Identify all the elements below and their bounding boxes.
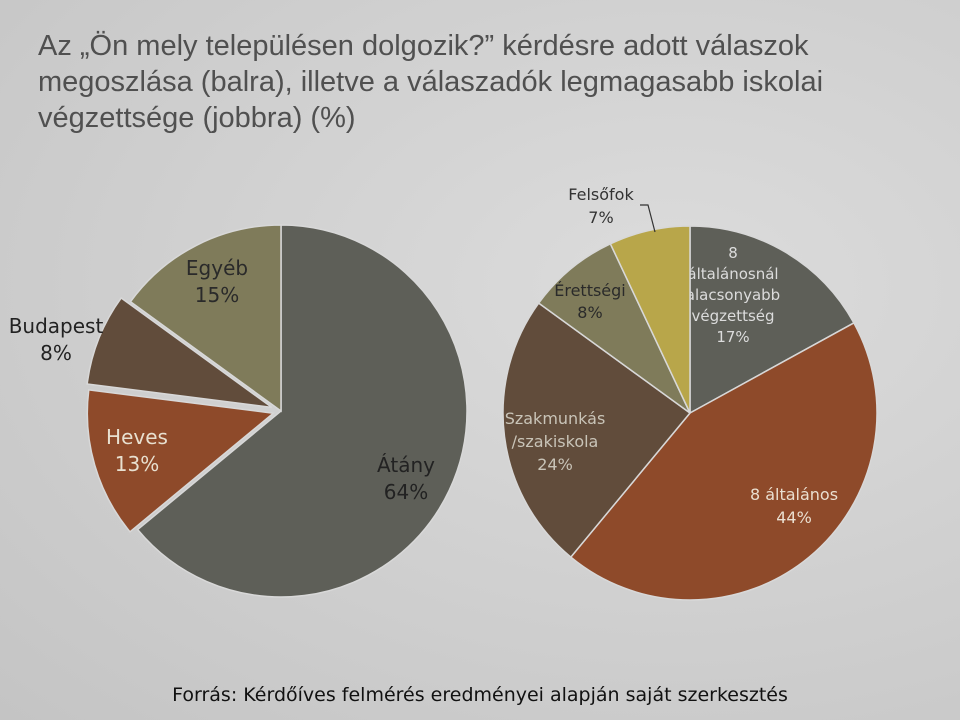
pie-slice-8-altalanos — [569, 321, 878, 601]
slice-value-egyeb: 15% — [195, 283, 239, 307]
chart-title: Az „Ön mely településen dolgozik?” kérdé… — [38, 30, 824, 134]
slice-value-8-altalanos: 44% — [776, 508, 812, 527]
slice-label-felsofok: Felsőfok 7% — [568, 185, 634, 227]
slice-value-8-altalanosnal-alacsonyabb-vegzettseg: 17% — [716, 328, 749, 346]
slice-name-line: alacsonyabb — [686, 286, 780, 304]
slice-name-line: végzettség — [691, 307, 774, 325]
slice-value-heves: 13% — [115, 452, 159, 476]
slice-label-8-altalanos: 8 általános 44% — [750, 485, 838, 527]
slice-label-heves: Heves 13% — [106, 425, 168, 476]
leader-line-felsofok — [640, 204, 656, 233]
slice-name-line: Átány — [377, 453, 435, 477]
pie-slice-heves — [86, 389, 276, 533]
slice-name-line: Felsőfok — [568, 185, 634, 204]
slice-name-line: Budapest — [9, 314, 104, 338]
pie-chart-workplace: Átány 64% Heves 13% Budapest 8% Egyéb 15% — [9, 224, 468, 598]
pie-slice-8-altalanosnal-alacsonyabb-vegzettseg — [689, 225, 855, 415]
slice-label-budapest: Budapest 8% — [9, 314, 104, 365]
slice-value-erettsegi: 8% — [577, 303, 602, 322]
pie-chart-education: 8 általánosnál alacsonyabb végzettség 17%8 á… — [502, 185, 878, 601]
slice-label-erettsegi: Érettségi 8% — [554, 281, 626, 322]
source-note: Forrás: Kérdőíves felmérés eredményei al… — [172, 684, 788, 706]
slice-name-line: 8 — [728, 244, 738, 262]
pie-slice-felsofok — [609, 225, 691, 414]
pie-slice-erettsegi — [537, 242, 691, 414]
slice-value-atany: 64% — [384, 480, 428, 504]
slice-name-line: általánosnál — [687, 265, 778, 283]
slice-label-egyeb: Egyéb 15% — [186, 256, 248, 307]
slice-name-line: Szakmunkás — [505, 409, 606, 428]
slice-name-line: Heves — [106, 425, 168, 449]
slice-name-line: /szakiskola — [512, 432, 599, 451]
pie-slice-szakmunkas-szakiskola — [502, 302, 692, 559]
slice-value-szakmunkas-szakiskola: 24% — [537, 455, 573, 474]
slice-name-line: Érettségi — [554, 281, 626, 300]
slice-value-budapest: 8% — [40, 341, 72, 365]
slice-label-szakmunkas-szakiskola: Szakmunkás/szakiskola 24% — [505, 409, 606, 474]
slice-name-line: Egyéb — [186, 256, 248, 280]
slice-label-atany: Átány 64% — [377, 453, 435, 504]
slice-name-line: 8 általános — [750, 485, 838, 504]
pie-slice-atany — [136, 224, 468, 598]
slice-label-8-altalanosnal-alacsonyabb-vegzettseg: 8 általánosnál alacsonyabb végzettség 17% — [686, 244, 780, 346]
pie-slice-budapest — [86, 296, 273, 409]
pie-slice-egyeb — [129, 224, 282, 413]
slice-value-felsofok: 7% — [588, 208, 613, 227]
